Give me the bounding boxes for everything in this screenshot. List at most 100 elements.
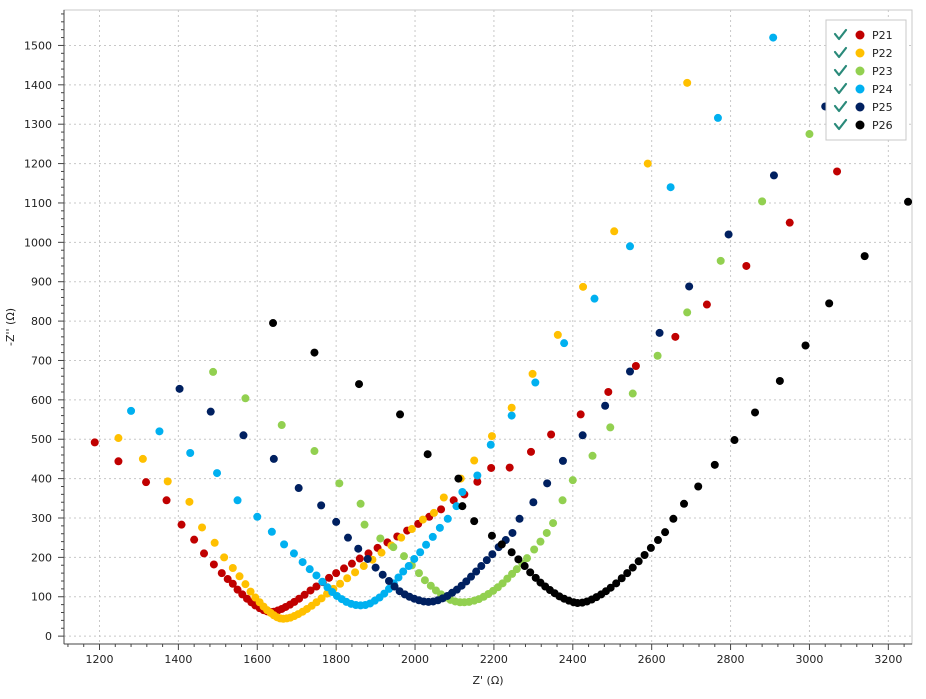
data-point — [742, 261, 751, 270]
y-tick-label: 900 — [31, 276, 52, 289]
data-point — [213, 469, 222, 478]
data-point — [198, 523, 207, 532]
data-point — [785, 218, 794, 227]
data-point — [175, 384, 184, 393]
data-point — [526, 568, 535, 577]
data-point — [558, 456, 567, 465]
data-point — [443, 514, 452, 523]
y-tick-label: 800 — [31, 315, 52, 328]
data-point — [343, 533, 352, 542]
data-point — [508, 528, 517, 537]
data-point — [683, 78, 692, 87]
y-tick-label: 1100 — [24, 197, 52, 210]
legend-item-p22[interactable]: P22 — [833, 46, 893, 60]
data-point — [661, 528, 670, 537]
data-point — [769, 33, 778, 42]
data-point — [429, 508, 438, 517]
series-p25 — [175, 102, 830, 606]
data-point — [280, 540, 289, 549]
legend-label: P23 — [872, 65, 893, 78]
plot-area-background — [64, 10, 912, 644]
data-point — [220, 553, 229, 562]
checkmark-icon[interactable] — [833, 28, 848, 41]
grid — [64, 10, 912, 644]
data-point — [241, 580, 250, 589]
data-point — [300, 590, 309, 599]
data-point — [186, 449, 195, 458]
data-point — [488, 550, 497, 559]
data-point — [671, 332, 680, 341]
x-tick-label: 1800 — [322, 653, 350, 666]
checkmark-icon[interactable] — [833, 82, 848, 95]
data-point — [228, 563, 237, 572]
data-point — [547, 430, 556, 439]
legend-item-p21[interactable]: P21 — [833, 28, 893, 42]
legend-label: P21 — [872, 29, 893, 42]
x-tick-label: 2200 — [480, 653, 508, 666]
data-point — [435, 523, 444, 532]
data-point — [486, 440, 495, 449]
data-point — [512, 565, 521, 574]
data-point — [805, 130, 814, 139]
legend-label: P22 — [872, 47, 893, 60]
data-point — [653, 351, 662, 360]
data-point — [239, 431, 248, 440]
data-point — [332, 517, 341, 526]
x-tick-label: 3200 — [874, 653, 902, 666]
data-point — [579, 282, 588, 291]
data-point — [360, 520, 369, 529]
data-point — [294, 484, 303, 493]
legend-item-p24[interactable]: P24 — [833, 82, 893, 96]
legend-item-p25[interactable]: P25 — [833, 100, 893, 114]
data-point — [507, 411, 516, 420]
checkmark-icon[interactable] — [833, 118, 848, 131]
data-point — [683, 308, 692, 317]
y-tick-label: 100 — [31, 591, 52, 604]
checkmark-icon[interactable] — [833, 100, 848, 113]
data-point — [640, 551, 649, 560]
legend-label: P26 — [872, 119, 893, 132]
x-tick-label: 3000 — [795, 653, 823, 666]
legend-item-p23[interactable]: P23 — [833, 64, 893, 78]
data-point — [713, 113, 722, 122]
data-point — [685, 282, 694, 291]
data-point — [233, 496, 242, 505]
data-point — [407, 525, 416, 534]
data-point — [359, 562, 368, 571]
checkmark-icon[interactable] — [833, 46, 848, 59]
data-point — [628, 563, 637, 572]
data-point — [520, 562, 529, 571]
data-point — [355, 554, 364, 563]
data-point — [351, 568, 360, 577]
y-tick-label: 500 — [31, 433, 52, 446]
checkmark-icon[interactable] — [833, 64, 848, 77]
data-point — [235, 572, 244, 581]
legend-item-p26[interactable]: P26 — [833, 118, 893, 132]
data-points — [90, 33, 912, 623]
y-tick-label: 400 — [31, 473, 52, 486]
series-p24 — [127, 33, 778, 610]
data-point — [217, 569, 226, 578]
x-tick-label: 2000 — [401, 653, 429, 666]
data-point — [416, 548, 425, 557]
legend-marker — [855, 66, 865, 76]
data-point — [190, 535, 199, 544]
data-point — [529, 498, 538, 507]
legend-marker — [855, 102, 865, 112]
y-tick-label: 200 — [31, 551, 52, 564]
x-tick-label: 1600 — [243, 653, 271, 666]
data-point — [470, 517, 479, 526]
data-point — [578, 431, 587, 440]
data-point — [623, 569, 632, 578]
data-point — [269, 454, 278, 463]
data-point — [860, 252, 869, 261]
y-tick-label: 1300 — [24, 118, 52, 131]
legend: P21 P22 P23 P24 P25 P26 — [825, 19, 907, 141]
data-point — [114, 434, 123, 443]
data-point — [267, 527, 276, 536]
data-point — [378, 570, 387, 579]
data-point — [177, 520, 186, 529]
data-point — [617, 574, 626, 583]
data-point — [394, 573, 403, 582]
